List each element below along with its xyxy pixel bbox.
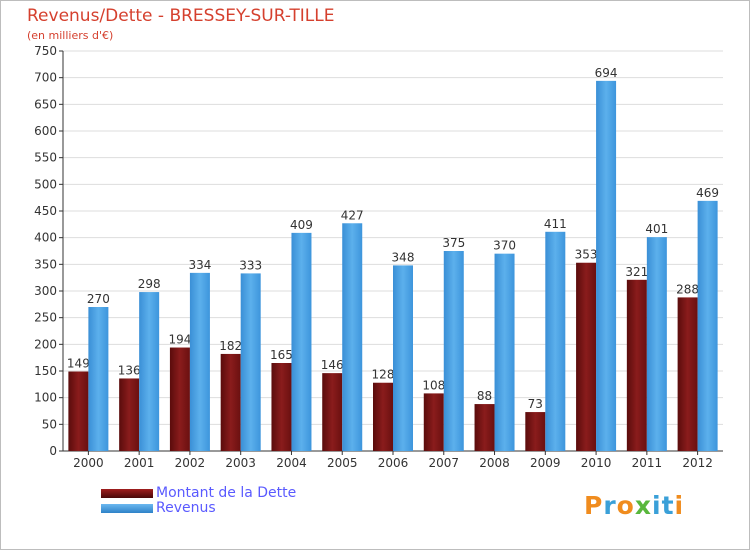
data-label: 165 (270, 348, 293, 362)
y-tick-label: 700 (34, 71, 57, 85)
bar-dette (373, 382, 393, 451)
legend-label-dette: Montant de la Dette (156, 485, 297, 501)
data-label: 288 (676, 282, 699, 296)
data-label: 149 (67, 357, 90, 371)
logo-letter: P (584, 491, 604, 520)
bar-dette (525, 412, 546, 451)
x-tick-label: 2010 (581, 456, 612, 470)
logo-letter: t (661, 491, 675, 520)
legend-swatch-dette (101, 489, 153, 498)
x-tick-label: 2000 (73, 456, 104, 470)
data-label: 401 (645, 222, 668, 236)
y-tick-label: 0 (49, 444, 57, 458)
logo-letter: r (603, 491, 617, 520)
bar-dette (119, 378, 140, 451)
data-label: 128 (372, 368, 395, 382)
y-tick-label: 150 (34, 364, 57, 378)
bar-revenus (342, 223, 363, 451)
data-label: 469 (696, 186, 719, 200)
data-label: 334 (188, 258, 211, 272)
x-tick-label: 2007 (428, 456, 459, 470)
bar-revenus (240, 273, 261, 451)
chart-title: Revenus/Dette - BRESSEY-SUR-TILLE (27, 6, 335, 26)
x-tick-label: 2001 (124, 456, 155, 470)
bar-dette (271, 363, 292, 451)
x-tick-label: 2012 (682, 456, 713, 470)
bar-revenus (291, 232, 312, 451)
y-tick-label: 450 (34, 204, 57, 218)
y-tick-label: 50 (42, 417, 57, 431)
data-label: 694 (595, 66, 618, 80)
y-tick-label: 350 (34, 257, 57, 271)
x-tick-label: 2002 (175, 456, 206, 470)
data-label: 409 (290, 218, 313, 232)
data-label: 333 (239, 258, 262, 272)
logo-letter: i (674, 491, 685, 520)
y-tick-label: 500 (34, 177, 57, 191)
bar-revenus (443, 251, 464, 451)
x-tick-label: 2006 (378, 456, 409, 470)
bar-dette (220, 353, 241, 451)
data-label: 182 (219, 339, 242, 353)
data-label: 108 (422, 378, 445, 392)
logo-letter: i (652, 491, 662, 520)
chart-subtitle: (en milliers d'€) (27, 29, 114, 42)
legend-swatch-revenus (101, 504, 153, 513)
bar-dette (474, 404, 495, 451)
y-tick-label: 400 (34, 231, 57, 245)
bar-revenus (494, 253, 515, 451)
bar-revenus (545, 231, 566, 451)
bar-dette (423, 393, 444, 451)
bar-revenus (189, 272, 210, 451)
bar-dette (677, 297, 698, 451)
y-tick-label: 250 (34, 311, 57, 325)
data-label: 194 (168, 333, 191, 347)
bar-dette (68, 371, 89, 451)
data-label: 88 (477, 389, 492, 403)
bar-revenus (697, 200, 718, 451)
x-tick-label: 2011 (632, 456, 663, 470)
y-tick-label: 750 (34, 44, 57, 58)
legend-label-revenus: Revenus (156, 500, 216, 516)
y-tick-label: 200 (34, 337, 57, 351)
bar-dette (576, 262, 597, 451)
data-label: 321 (625, 265, 648, 279)
y-tick-label: 300 (34, 284, 57, 298)
bar-revenus (139, 292, 160, 451)
data-label: 136 (118, 363, 141, 377)
logo-letter: x (634, 491, 652, 520)
bar-dette (169, 347, 190, 451)
x-tick-label: 2008 (479, 456, 510, 470)
data-label: 348 (392, 250, 415, 264)
data-label: 73 (528, 397, 543, 411)
logo-letter: o (616, 491, 635, 520)
y-tick-label: 100 (34, 391, 57, 405)
data-label: 353 (575, 248, 598, 262)
data-label: 411 (544, 217, 567, 231)
bar-revenus (393, 265, 413, 451)
x-tick-label: 2004 (276, 456, 307, 470)
bar-revenus (646, 237, 667, 451)
data-label: 298 (138, 277, 161, 291)
bar-revenus (88, 307, 109, 451)
data-label: 146 (321, 358, 344, 372)
proxiti-logo: Proxiti (584, 491, 684, 520)
x-tick-label: 2005 (327, 456, 358, 470)
bar-dette (322, 373, 343, 451)
y-tick-label: 550 (34, 151, 57, 165)
y-tick-label: 600 (34, 124, 57, 138)
x-tick-label: 2009 (530, 456, 561, 470)
x-tick-label: 2003 (225, 456, 256, 470)
data-label: 375 (442, 236, 465, 250)
bar-revenus (596, 80, 617, 451)
data-label: 427 (341, 208, 364, 222)
bar-dette (626, 279, 647, 451)
data-label: 370 (493, 239, 516, 253)
data-label: 270 (87, 292, 110, 306)
y-tick-label: 650 (34, 97, 57, 111)
